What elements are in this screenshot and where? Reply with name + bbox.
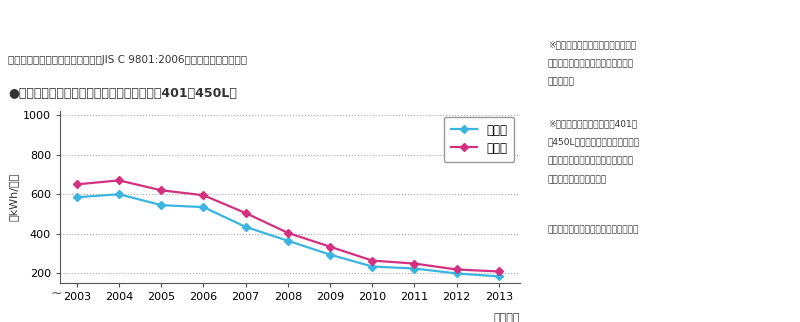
- Text: ※このデータは特定の冷蔵庫の年間: ※このデータは特定の冷蔵庫の年間: [548, 40, 636, 49]
- Text: ~: ~: [50, 287, 62, 300]
- Text: 省エネ性能の推移: 省エネ性能の推移: [19, 18, 86, 32]
- Text: を推定した目安であり、幅をもた: を推定した目安であり、幅をもた: [548, 156, 634, 166]
- Text: ●年間消費電力量の推移（目安）について（401～450L）: ●年間消費電力量の推移（目安）について（401～450L）: [8, 87, 237, 100]
- Legend: 最小値, 最大値: 最小値, 最大値: [443, 117, 514, 162]
- Text: （年度）: （年度）: [494, 313, 520, 322]
- Text: 年間消費電力量は、日本工業規格JIS C 9801:2006に基づいたものです。: 年間消費電力量は、日本工業規格JIS C 9801:2006に基づいたものです。: [8, 55, 247, 65]
- Text: ません。: ません。: [548, 78, 575, 87]
- Text: ※各年度ごとに定格内容積401～: ※各年度ごとに定格内容積401～: [548, 119, 637, 128]
- Text: 450Lの冷蔵庫の年間消費電力量: 450Lの冷蔵庫の年間消費電力量: [548, 138, 640, 147]
- Text: せて表示しています。: せて表示しています。: [548, 175, 607, 184]
- Y-axis label: （kWh/年）: （kWh/年）: [9, 173, 19, 221]
- Text: 消費電力量を示したものではあり: 消費電力量を示したものではあり: [548, 59, 634, 68]
- Text: 出所：一般社団法人　日本電機工業会: 出所：一般社団法人 日本電機工業会: [548, 225, 639, 234]
